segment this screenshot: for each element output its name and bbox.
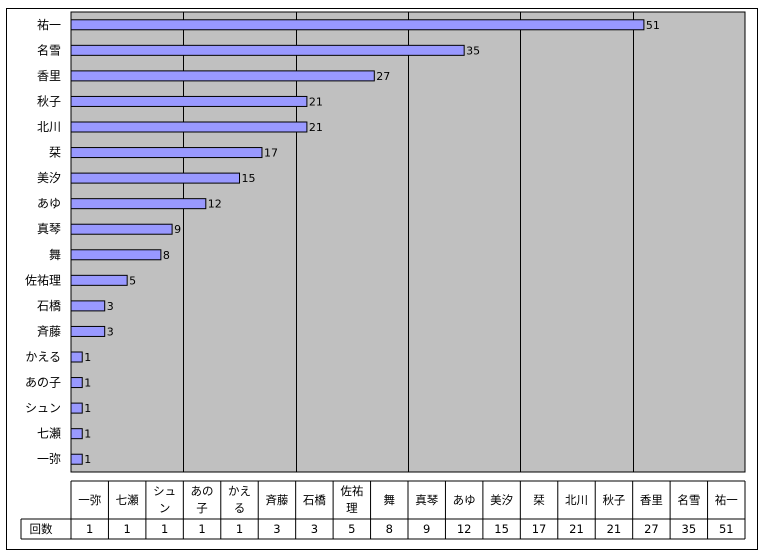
table-series-name: 回数 — [30, 522, 53, 536]
table-header-名雪: 名雪 — [677, 493, 700, 507]
table-value-七瀬: 1 — [124, 522, 131, 536]
table-header-あの子-line2: 子 — [196, 501, 208, 515]
data-label-七瀬: 1 — [84, 428, 91, 441]
category-label-祐一: 祐一 — [37, 18, 61, 32]
bar-美汐 — [70, 172, 240, 184]
category-label-七瀬: 七瀬 — [37, 427, 61, 441]
category-label-かえる: かえる — [25, 350, 61, 364]
table-value-シュン: 1 — [161, 522, 168, 536]
table-header-かえる-line2: る — [234, 501, 246, 515]
table-header-美汐: 美汐 — [490, 493, 513, 507]
table-header-佐祐理-line2: 理 — [346, 501, 358, 515]
table-header-あゆ: あゆ — [453, 493, 476, 507]
table-value-香里: 27 — [644, 522, 659, 536]
bar-石橋 — [70, 300, 106, 312]
table-header-秋子: 秋子 — [602, 493, 625, 507]
table-value-北川: 21 — [569, 522, 584, 536]
data-label-美汐: 15 — [242, 172, 256, 185]
table-value-舞: 8 — [386, 522, 393, 536]
table-value-真琴: 9 — [423, 522, 430, 536]
data-label-かえる: 1 — [84, 351, 91, 364]
table-header-祐一: 祐一 — [715, 493, 738, 507]
bar-名雪 — [70, 44, 465, 56]
data-label-シュン: 1 — [84, 402, 91, 415]
bar-かえる — [70, 351, 83, 363]
table-value-名雪: 35 — [682, 522, 697, 536]
category-label-香里: 香里 — [37, 69, 61, 83]
category-label-佐祐理: 佐祐理 — [25, 273, 61, 287]
data-label-石橋: 3 — [107, 300, 114, 313]
table-header-シュン-line1: シュ — [153, 484, 176, 498]
table-header-七瀬: 七瀬 — [116, 493, 139, 507]
bar-真琴 — [70, 223, 173, 235]
bar-栞 — [70, 147, 263, 159]
data-label-舞: 8 — [163, 249, 170, 262]
table-header-佐祐理-line1: 佐祐 — [340, 484, 363, 498]
category-label-真琴: 真琴 — [37, 222, 61, 236]
bar-一弥 — [70, 453, 83, 465]
category-label-あの子: あの子 — [25, 376, 61, 390]
bar-あゆ — [70, 198, 207, 210]
category-label-石橋: 石橋 — [37, 299, 61, 313]
table-value-斉藤: 3 — [273, 522, 280, 536]
table-value-あの子: 1 — [198, 522, 205, 536]
bar-chart: 1一弥1七瀬1シュン1あの子1かえる3斉藤3石橋5佐祐理8舞9真琴12あゆ15美… — [20, 11, 746, 540]
bar-斉藤 — [70, 325, 106, 337]
table-value-あゆ: 12 — [457, 522, 472, 536]
data-label-真琴: 9 — [174, 223, 181, 236]
bar-シュン — [70, 402, 83, 414]
data-label-秋子: 21 — [309, 95, 323, 108]
table-header-斉藤: 斉藤 — [265, 493, 288, 507]
category-label-栞: 栞 — [49, 146, 61, 160]
data-label-一弥: 1 — [84, 453, 91, 466]
category-label-名雪: 名雪 — [37, 42, 61, 57]
category-label-美汐: 美汐 — [37, 170, 61, 185]
table-header-北川: 北川 — [565, 493, 588, 507]
table-value-石橋: 3 — [311, 522, 318, 536]
table-header-かえる-line1: かえ — [228, 484, 251, 498]
table-value-栞: 17 — [532, 522, 547, 536]
chart-frame: 1 一弥 1 七瀬 1 シュン 1 あの子 1 かえる 3 斉藤 3 石橋 5 佐祐理 8 舞 9 真琴 12 あゆ 15 美… — [6, 8, 758, 550]
category-label-斉藤: 斉藤 — [37, 323, 61, 338]
category-label-秋子: 秋子 — [37, 94, 61, 108]
data-label-あゆ: 12 — [208, 198, 222, 211]
table-header-真琴: 真琴 — [415, 493, 438, 507]
category-label-あゆ: あゆ — [37, 197, 61, 211]
category-label-シュン: シュン — [25, 401, 61, 415]
data-label-佐祐理: 5 — [129, 274, 136, 287]
table-value-佐祐理: 5 — [348, 522, 355, 536]
table-value-かえる: 1 — [236, 522, 243, 536]
category-label-北川: 北川 — [37, 120, 61, 134]
bar-秋子 — [70, 95, 308, 107]
table-header-一弥: 一弥 — [78, 493, 101, 507]
bar-七瀬 — [70, 428, 83, 440]
category-label-舞: 舞 — [49, 248, 61, 262]
table-header-栞: 栞 — [533, 493, 545, 507]
bar-舞 — [70, 249, 162, 261]
bar-香里 — [70, 70, 375, 82]
category-label-一弥: 一弥 — [37, 451, 61, 466]
data-label-香里: 27 — [376, 70, 390, 83]
table-header-香里: 香里 — [640, 493, 663, 507]
table-value-秋子: 21 — [607, 522, 622, 536]
bar-あの子 — [70, 377, 83, 389]
bar-佐祐理 — [70, 274, 128, 286]
table-header-石橋: 石橋 — [303, 493, 326, 507]
bar-祐一 — [70, 19, 645, 31]
table-header-あの子-line1: あの — [191, 484, 214, 498]
table-value-祐一: 51 — [719, 522, 734, 536]
data-label-名雪: 35 — [466, 44, 480, 57]
data-label-祐一: 51 — [646, 19, 660, 32]
data-label-あの子: 1 — [84, 377, 91, 390]
table-value-一弥: 1 — [86, 522, 93, 536]
bar-北川 — [70, 121, 308, 133]
table-header-舞: 舞 — [384, 493, 396, 507]
table-header-シュン-line2: ン — [159, 501, 171, 515]
data-label-栞: 17 — [264, 147, 278, 160]
data-label-斉藤: 3 — [107, 325, 114, 338]
data-label-北川: 21 — [309, 121, 323, 134]
table-value-美汐: 15 — [494, 522, 509, 536]
